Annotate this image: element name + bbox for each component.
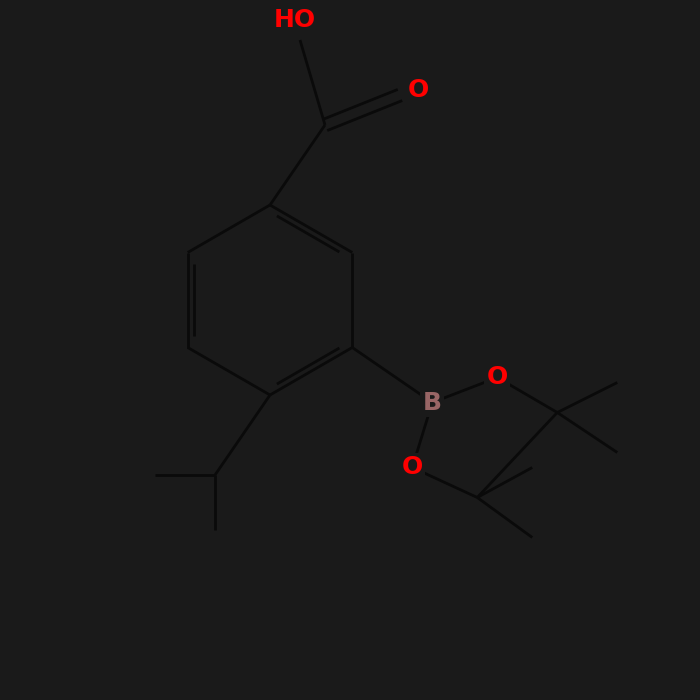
Text: O: O <box>407 78 428 102</box>
Text: HO: HO <box>274 8 316 32</box>
Text: O: O <box>402 456 423 480</box>
Text: O: O <box>486 365 508 389</box>
Text: B: B <box>423 391 442 414</box>
